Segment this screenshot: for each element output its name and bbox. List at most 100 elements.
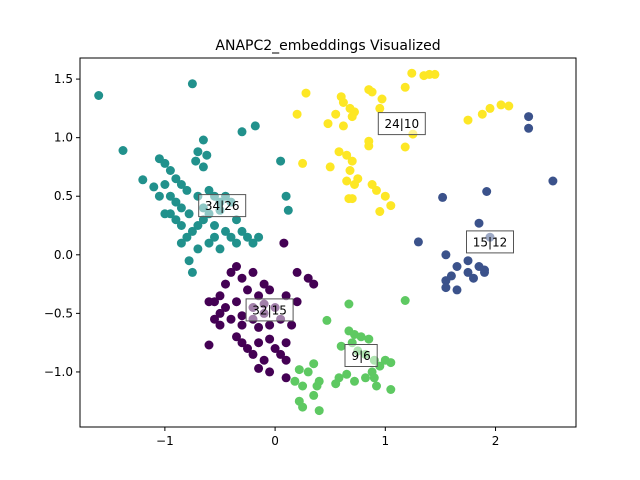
data-point	[254, 338, 264, 348]
data-point	[160, 180, 170, 189]
data-point	[331, 379, 341, 389]
annotation-label: 15|12	[473, 235, 508, 249]
data-point	[361, 373, 370, 383]
x-tick-label: −1	[156, 434, 174, 448]
data-point	[259, 355, 269, 365]
data-point	[347, 194, 357, 204]
data-point	[215, 244, 225, 254]
data-point	[237, 273, 247, 283]
data-point	[182, 232, 192, 242]
data-point	[477, 109, 487, 119]
x-tick-label: 1	[381, 434, 389, 448]
data-point	[369, 373, 379, 383]
data-point	[149, 182, 159, 192]
data-point	[292, 109, 302, 119]
data-point	[322, 315, 332, 325]
x-axis: −1 0 1 2	[156, 427, 499, 448]
data-point	[259, 279, 269, 289]
data-point	[248, 238, 258, 248]
data-point	[204, 297, 214, 307]
data-point	[342, 369, 352, 379]
data-point	[250, 121, 260, 131]
chart-title: ANAPC2_embeddings Visualized	[215, 38, 440, 54]
data-point	[290, 376, 300, 386]
data-point	[287, 320, 297, 330]
data-point	[165, 191, 175, 201]
data-point	[232, 297, 241, 307]
data-point	[204, 340, 214, 350]
data-point	[248, 349, 258, 359]
data-point	[210, 232, 219, 242]
data-point	[323, 119, 333, 129]
annotation-box	[377, 112, 426, 136]
data-point	[182, 185, 192, 195]
data-point	[292, 297, 302, 307]
data-point	[176, 203, 186, 213]
data-point	[193, 147, 203, 157]
data-point	[301, 88, 311, 98]
data-point	[380, 191, 390, 201]
data-point	[160, 209, 170, 219]
data-point	[441, 250, 451, 260]
data-point	[524, 123, 534, 133]
data-point	[345, 166, 355, 175]
data-point	[243, 344, 252, 353]
data-point	[407, 68, 417, 78]
data-point	[265, 320, 275, 330]
data-point	[187, 79, 197, 89]
data-point	[342, 176, 352, 186]
y-tick-label: −0.5	[44, 306, 73, 320]
data-point	[248, 267, 258, 277]
data-point	[350, 180, 359, 189]
data-point	[338, 98, 348, 107]
data-point	[254, 232, 264, 242]
data-point	[237, 338, 247, 348]
data-point	[171, 197, 181, 207]
data-point	[281, 338, 291, 348]
data-point	[204, 185, 214, 195]
data-point	[413, 237, 423, 247]
data-point	[193, 244, 203, 254]
data-point	[243, 285, 252, 295]
data-point	[232, 215, 241, 225]
data-point	[347, 112, 357, 122]
data-point	[204, 238, 214, 248]
data-point	[243, 232, 252, 242]
data-point	[281, 373, 291, 383]
data-point	[485, 103, 495, 113]
data-point	[367, 87, 377, 97]
data-point	[254, 363, 264, 373]
cluster-annotation: 15|12	[466, 230, 514, 254]
data-point	[463, 115, 473, 125]
cluster-annotation: 32|15	[245, 298, 294, 322]
data-point	[215, 291, 225, 301]
data-point	[226, 314, 236, 324]
x-tick-label: 0	[271, 434, 279, 448]
data-point	[430, 69, 440, 79]
data-point	[165, 166, 175, 175]
data-point	[344, 299, 354, 309]
data-point	[309, 359, 319, 369]
data-point	[386, 201, 396, 211]
data-point	[171, 215, 181, 225]
data-point	[372, 381, 381, 391]
data-point	[386, 385, 396, 394]
data-point	[400, 142, 410, 152]
data-point	[187, 267, 197, 277]
data-point	[154, 191, 164, 201]
data-point	[350, 376, 359, 386]
data-point	[283, 205, 293, 215]
data-point	[314, 406, 324, 416]
data-point	[336, 341, 346, 351]
data-point	[221, 279, 230, 289]
data-point	[265, 334, 275, 344]
data-point	[118, 146, 128, 155]
y-tick-label: 1.5	[54, 72, 73, 86]
annotation-label: 32|15	[252, 303, 287, 317]
data-point	[176, 221, 186, 230]
data-point	[270, 344, 280, 353]
data-point	[226, 267, 236, 277]
y-tick-label: 0.0	[54, 248, 73, 262]
